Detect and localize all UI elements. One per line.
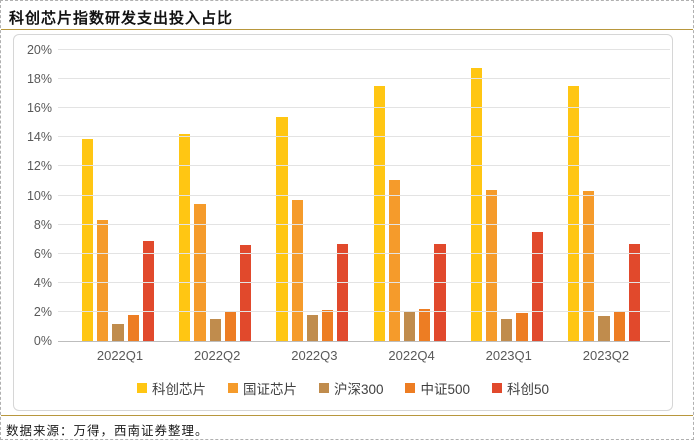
- bar-group-2022Q2: 2022Q2: [179, 50, 255, 363]
- bar-科创50-2022Q4: [434, 243, 446, 341]
- bar-科创50-2022Q1: [142, 240, 155, 341]
- y-tick-label: 20%: [26, 43, 52, 57]
- bar-沪深300-2022Q3: [306, 314, 318, 341]
- y-tick-label: 4%: [33, 275, 52, 290]
- gridline: [58, 165, 670, 167]
- bar-group-2022Q4: 2022Q4: [373, 50, 450, 363]
- legend-swatch-icon: [227, 383, 238, 393]
- bar-group-2023Q1: 2023Q1: [470, 50, 547, 363]
- bar-沪深300-2022Q1: [112, 323, 124, 341]
- legend: 科创芯片 国证芯片 沪深300 中证500 科创50: [14, 378, 672, 398]
- legend-item-科创芯片: 科创芯片: [136, 378, 206, 398]
- plot-area: 2022Q1 2022Q2 2022Q3 2022Q4 2023Q1 2023Q2: [58, 49, 670, 363]
- x-tick-label: 2022Q2: [194, 348, 241, 363]
- legend-swatch-icon: [136, 383, 147, 393]
- legend-label: 沪深300: [333, 382, 384, 397]
- x-axis-line: [58, 341, 670, 342]
- bar-中证500-2022Q3: [321, 310, 334, 341]
- gridline: [58, 223, 670, 225]
- bar-沪深300-2022Q2: [209, 319, 221, 341]
- bar-groups: 2022Q1 2022Q2 2022Q3 2022Q4 2023Q1 2023Q2: [58, 50, 670, 363]
- bar-科创芯片-2022Q4: [373, 86, 385, 341]
- title-divider: [1, 29, 693, 30]
- bar-中证500-2022Q1: [127, 314, 139, 341]
- y-tick-label: 2%: [33, 304, 52, 319]
- bar-科创芯片-2022Q3: [276, 116, 288, 341]
- gridline: [58, 107, 670, 109]
- bar-国证芯片-2022Q3: [291, 199, 303, 341]
- bar-国证芯片-2022Q2: [194, 204, 206, 341]
- gridline: [58, 252, 670, 254]
- bar-中证500-2023Q1: [516, 313, 528, 341]
- x-tick-label: 2023Q1: [485, 348, 532, 363]
- x-tick-label: 2022Q3: [291, 348, 338, 363]
- gridline: [58, 49, 670, 50]
- bar-科创芯片-2023Q1: [470, 67, 482, 341]
- gridline: [58, 78, 670, 80]
- bar-科创50-2022Q2: [240, 245, 252, 341]
- bar-沪深300-2022Q4: [403, 311, 416, 341]
- legend-swatch-icon: [492, 383, 503, 393]
- legend-item-科创50: 科创50: [492, 378, 549, 398]
- legend-item-沪深300: 沪深300: [318, 378, 384, 398]
- bar-沪深300-2023Q2: [598, 316, 610, 341]
- y-tick-label: 6%: [33, 246, 52, 261]
- legend-item-中证500: 中证500: [405, 378, 470, 398]
- y-tick-label: 18%: [26, 72, 52, 87]
- gridline: [58, 136, 670, 138]
- y-tick-label: 12%: [26, 159, 52, 174]
- legend-label: 科创芯片: [151, 382, 206, 397]
- bar-group-2023Q2: 2023Q2: [567, 50, 644, 363]
- y-tick-label: 10%: [26, 188, 52, 203]
- page-title: 科创芯片指数研发支出投入占比: [9, 9, 234, 27]
- bar-科创芯片-2022Q1: [82, 138, 94, 341]
- bar-科创50-2023Q2: [628, 243, 640, 341]
- legend-swatch-icon: [318, 383, 329, 393]
- bar-国证芯片-2023Q2: [583, 191, 595, 341]
- y-tick-label: 8%: [33, 217, 52, 232]
- x-tick-label: 2022Q4: [388, 348, 435, 363]
- gridline: [58, 310, 670, 312]
- bar-科创50-2023Q1: [531, 231, 543, 341]
- footer-divider: [1, 415, 693, 416]
- x-tick-label: 2022Q1: [96, 348, 144, 363]
- chart-container: 2022Q1 2022Q2 2022Q3 2022Q4 2023Q1 2023Q2 科创芯…: [13, 34, 673, 411]
- bar-国证芯片-2022Q4: [388, 179, 400, 341]
- y-tick-label: 0%: [33, 334, 52, 348]
- y-tick-label: 14%: [26, 130, 52, 145]
- legend-label: 国证芯片: [242, 382, 297, 397]
- legend-label: 中证500: [420, 382, 471, 397]
- bar-中证500-2023Q2: [613, 311, 625, 341]
- data-source-note: 数据来源：万得，西南证券整理。: [6, 423, 209, 438]
- bar-国证芯片-2023Q1: [485, 189, 498, 341]
- legend-item-国证芯片: 国证芯片: [227, 378, 297, 398]
- x-tick-label: 2023Q2: [582, 348, 630, 363]
- bar-group-2022Q1: 2022Q1: [82, 50, 158, 363]
- bar-科创芯片-2023Q2: [567, 86, 580, 341]
- bar-科创50-2022Q3: [337, 243, 349, 341]
- bar-沪深300-2023Q1: [501, 319, 513, 341]
- legend-label: 科创50: [507, 382, 550, 397]
- gridline: [58, 194, 670, 196]
- legend-swatch-icon: [405, 383, 416, 393]
- bar-中证500-2022Q4: [419, 309, 431, 341]
- bar-国证芯片-2022Q1: [97, 220, 109, 341]
- bar-科创芯片-2022Q2: [179, 134, 191, 341]
- gridline: [58, 281, 670, 283]
- bar-group-2022Q3: 2022Q3: [276, 50, 352, 363]
- bar-中证500-2022Q2: [224, 311, 236, 341]
- y-tick-label: 16%: [26, 101, 52, 116]
